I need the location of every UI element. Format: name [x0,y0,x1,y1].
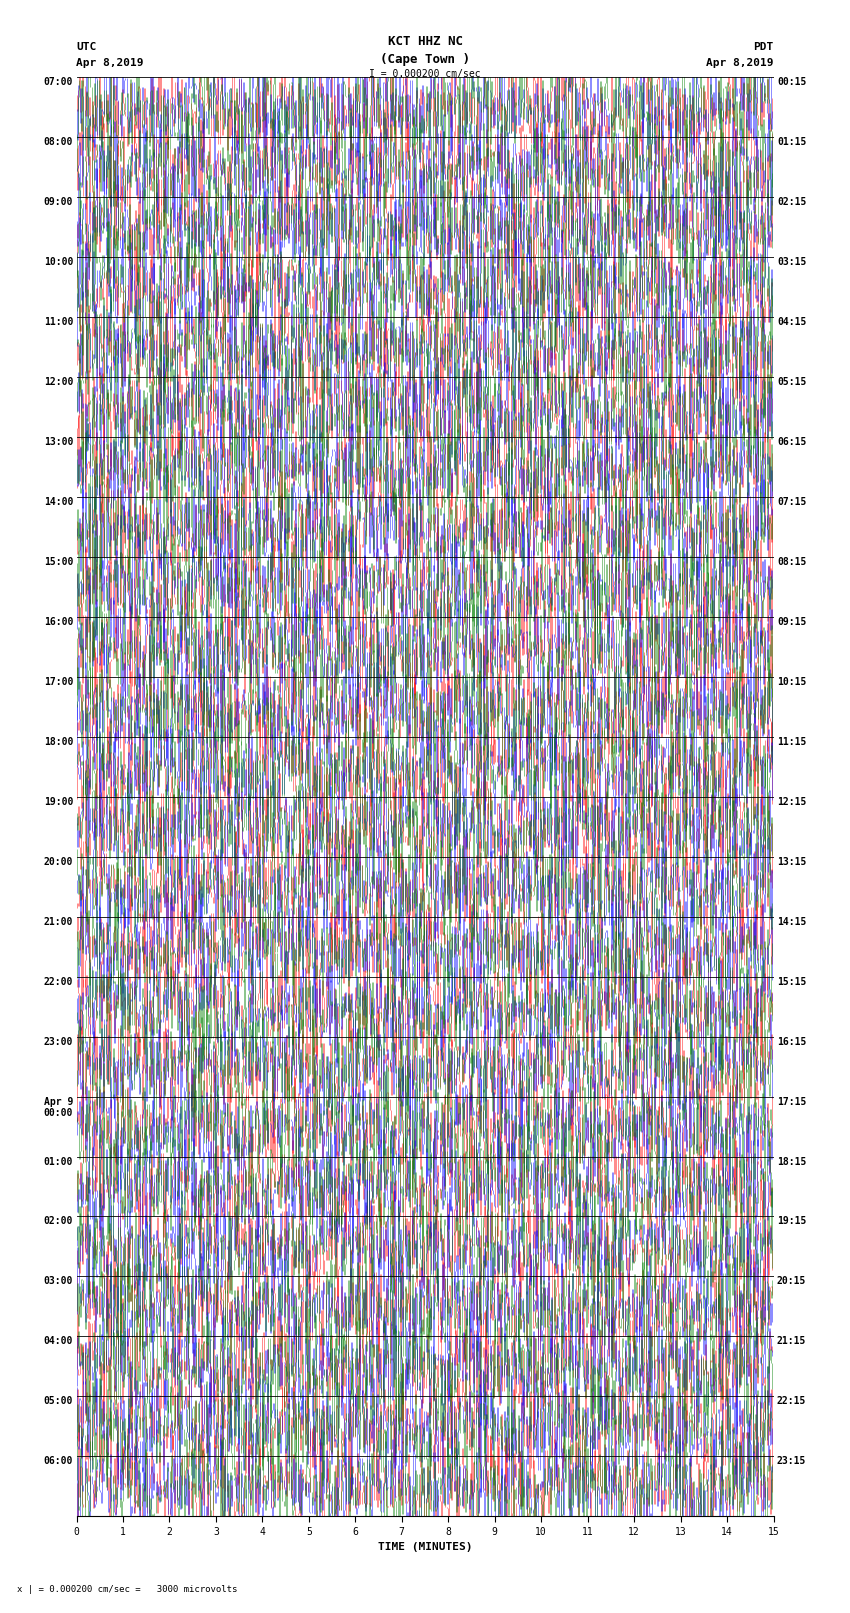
Text: 01:00: 01:00 [43,1157,73,1166]
Text: 08:15: 08:15 [777,556,807,568]
Text: 20:15: 20:15 [777,1276,807,1287]
Text: x | = 0.000200 cm/sec =   3000 microvolts: x | = 0.000200 cm/sec = 3000 microvolts [17,1584,237,1594]
Text: 10:00: 10:00 [43,258,73,268]
Text: 13:00: 13:00 [43,437,73,447]
Text: 15:15: 15:15 [777,977,807,987]
Text: 06:15: 06:15 [777,437,807,447]
Text: 23:00: 23:00 [43,1037,73,1047]
Text: UTC: UTC [76,42,97,52]
Text: 13:15: 13:15 [777,857,807,866]
Text: 14:15: 14:15 [777,916,807,927]
Text: 10:15: 10:15 [777,677,807,687]
Text: I = 0.000200 cm/sec: I = 0.000200 cm/sec [369,69,481,79]
Text: 21:00: 21:00 [43,916,73,927]
Text: 18:15: 18:15 [777,1157,807,1166]
Text: 00:15: 00:15 [777,77,807,87]
Text: Apr 8,2019: Apr 8,2019 [76,58,144,68]
Text: 12:15: 12:15 [777,797,807,806]
Text: Apr 9
00:00: Apr 9 00:00 [43,1097,73,1118]
Text: 22:15: 22:15 [777,1397,807,1407]
Text: (Cape Town ): (Cape Town ) [380,53,470,66]
Text: 08:00: 08:00 [43,137,73,147]
Text: 05:00: 05:00 [43,1397,73,1407]
Text: 23:15: 23:15 [777,1457,807,1466]
Text: 11:00: 11:00 [43,318,73,327]
Text: 17:15: 17:15 [777,1097,807,1107]
Text: 03:00: 03:00 [43,1276,73,1287]
Text: 02:00: 02:00 [43,1216,73,1226]
Text: 07:15: 07:15 [777,497,807,506]
Text: KCT HHZ NC: KCT HHZ NC [388,35,462,48]
Text: 19:00: 19:00 [43,797,73,806]
Text: 20:00: 20:00 [43,857,73,866]
Text: 11:15: 11:15 [777,737,807,747]
Text: 19:15: 19:15 [777,1216,807,1226]
Text: 07:00: 07:00 [43,77,73,87]
Text: 04:15: 04:15 [777,318,807,327]
Text: 15:00: 15:00 [43,556,73,568]
Text: 06:00: 06:00 [43,1457,73,1466]
Text: 12:00: 12:00 [43,377,73,387]
Text: Apr 8,2019: Apr 8,2019 [706,58,774,68]
Text: PDT: PDT [753,42,774,52]
X-axis label: TIME (MINUTES): TIME (MINUTES) [377,1542,473,1552]
Text: 18:00: 18:00 [43,737,73,747]
Text: 21:15: 21:15 [777,1336,807,1347]
Text: 17:00: 17:00 [43,677,73,687]
Text: 09:15: 09:15 [777,618,807,627]
Text: 16:15: 16:15 [777,1037,807,1047]
Text: 05:15: 05:15 [777,377,807,387]
Text: 01:15: 01:15 [777,137,807,147]
Text: 09:00: 09:00 [43,197,73,208]
Text: 02:15: 02:15 [777,197,807,208]
Text: 04:00: 04:00 [43,1336,73,1347]
Text: 22:00: 22:00 [43,977,73,987]
Text: 03:15: 03:15 [777,258,807,268]
Text: 16:00: 16:00 [43,618,73,627]
Text: 14:00: 14:00 [43,497,73,506]
